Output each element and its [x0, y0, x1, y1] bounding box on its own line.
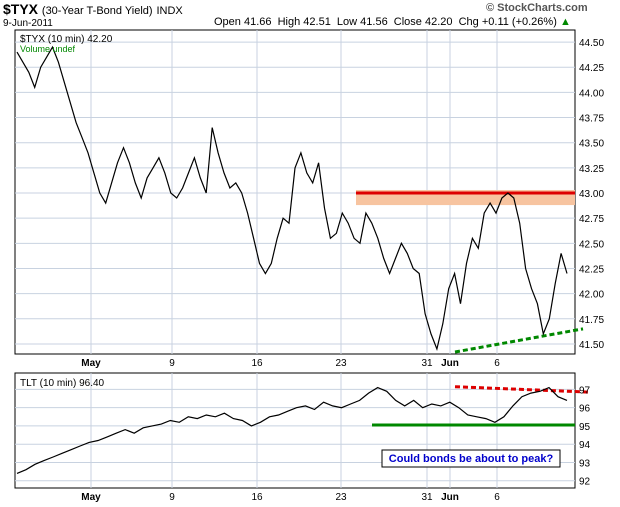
support-trendline: [454, 327, 584, 354]
brand-watermark: © StockCharts.com: [486, 2, 588, 14]
y-tick-label: 41.50: [579, 340, 604, 351]
lower-panel-y-ticks: 97 96 95 94 93 92: [579, 385, 591, 487]
y-tick-label: 93: [579, 458, 591, 469]
y-tick-label: 43.75: [579, 114, 604, 125]
x-tick-label: 9: [169, 492, 175, 503]
y-tick-label: 95: [579, 422, 591, 433]
x-tick-label: 6: [494, 358, 500, 369]
x-tick-label: Jun: [441, 492, 459, 503]
x-tick-label: 23: [335, 358, 347, 369]
y-tick-label: 43.50: [579, 139, 604, 150]
callout-box: [381, 449, 561, 468]
y-tick-label: 41.75: [579, 315, 604, 326]
change-up-icon: ▲: [559, 16, 571, 28]
y-tick-label: 44.00: [579, 88, 604, 99]
y-tick-label: 92: [579, 477, 591, 488]
ohlc-values: Open 41.66 High 42.51 Low 41.56 Close 42…: [214, 16, 557, 28]
symbol-header: $TYX (30-Year T-Bond Yield) INDX: [3, 1, 183, 17]
callout-text: Could bonds be about to peak?: [389, 453, 554, 465]
exchange: INDX: [156, 5, 183, 17]
x-tick-label: 9: [169, 358, 175, 369]
y-tick-label: 42.50: [579, 239, 604, 250]
symbol: $TYX: [3, 1, 39, 17]
volume-legend: Volume undef: [20, 44, 76, 54]
x-tick-label: May: [81, 492, 101, 503]
x-tick-label: Jun: [441, 358, 459, 369]
ohlc-stats: Open 41.66 High 42.51 Low 41.56 Close 42…: [214, 16, 571, 28]
y-tick-label: 42.75: [579, 214, 604, 225]
y-tick-label: 97: [579, 385, 591, 396]
lower-panel-frame: [14, 372, 576, 489]
tyx-price-series: [16, 45, 568, 352]
x-tick-label: 6: [494, 492, 500, 503]
main-panel-y-ticks: 44.50 44.25 44.00 43.75 43.50 43.25 43.00 42.75…: [579, 38, 604, 351]
y-tick-label: 44.50: [579, 38, 604, 49]
y-tick-label: 96: [579, 404, 591, 415]
main-panel-x-ticks: May 9 16 23 31 Jun 6: [81, 358, 500, 369]
x-tick-label: 31: [421, 358, 433, 369]
lower-panel-x-ticks: May 9 16 23 31 Jun 6: [81, 492, 500, 503]
y-tick-label: 44.25: [579, 63, 604, 74]
symbol-name: (30-Year T-Bond Yield): [41, 5, 153, 17]
y-tick-label: 43.00: [579, 189, 604, 200]
y-tick-label: 43.25: [579, 164, 604, 175]
x-tick-label: 16: [251, 492, 263, 503]
chart-date: 9-Jun-2011: [3, 18, 53, 29]
tlt-resistance-trendline: [454, 385, 591, 394]
x-tick-label: 31: [421, 492, 433, 503]
lower-legend: TLT (10 min) 96.40: [20, 378, 105, 389]
y-tick-label: 42.00: [579, 290, 604, 301]
lower-panel-x-grid: [90, 373, 498, 488]
x-tick-label: May: [81, 358, 101, 369]
x-tick-label: 16: [251, 358, 263, 369]
main-legend: $TYX (10 min) 42.20: [20, 34, 113, 45]
y-tick-label: 42.25: [579, 264, 604, 275]
y-tick-label: 94: [579, 440, 591, 451]
x-tick-label: 23: [335, 492, 347, 503]
tlt-price-series: [16, 386, 568, 474]
